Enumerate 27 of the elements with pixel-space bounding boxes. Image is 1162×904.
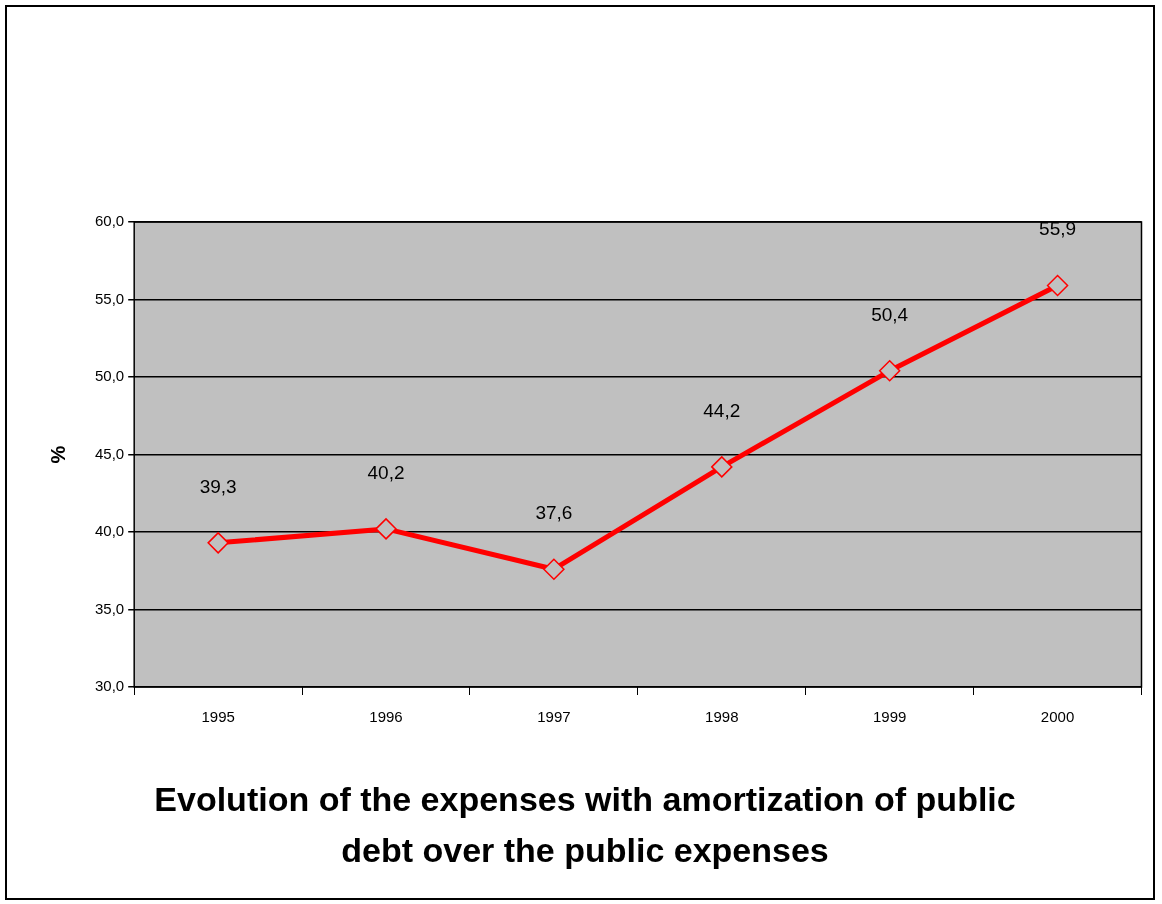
- text: 40,2: [367, 461, 405, 483]
- point: [543, 558, 565, 580]
- text: 44,2: [703, 399, 741, 421]
- y-axis-title: %: [46, 445, 69, 464]
- text: 55,9: [1039, 218, 1077, 240]
- y-tick-label: 35,0: [94, 599, 125, 617]
- y-tick-label: 30,0: [94, 677, 125, 695]
- y-tick-label: 45,0: [94, 444, 125, 462]
- point: [1046, 274, 1069, 297]
- y-tick-label: 60,0: [94, 212, 125, 230]
- x-tick-label: 1995: [201, 708, 235, 726]
- x-tick-label: 1996: [369, 708, 403, 726]
- x-tick-label: 1998: [705, 708, 739, 726]
- text: 37,6: [535, 501, 573, 523]
- point: [711, 456, 733, 478]
- x-tick-label: 2000: [1040, 708, 1075, 726]
- point: [375, 518, 397, 540]
- point: [207, 532, 229, 554]
- point: [878, 360, 901, 382]
- y-tick-label: 50,0: [94, 367, 125, 385]
- x-tick-label: 1997: [537, 708, 571, 726]
- text: Evolution of the expenses with amortization of public debt over the public expenses: [154, 779, 1016, 869]
- x-tick-label: 1999: [872, 708, 907, 726]
- y-tick-label: 55,0: [94, 289, 125, 307]
- y-tick-label: 40,0: [94, 522, 125, 540]
- text: 39,3: [199, 475, 237, 497]
- text: 50,4: [871, 303, 909, 325]
